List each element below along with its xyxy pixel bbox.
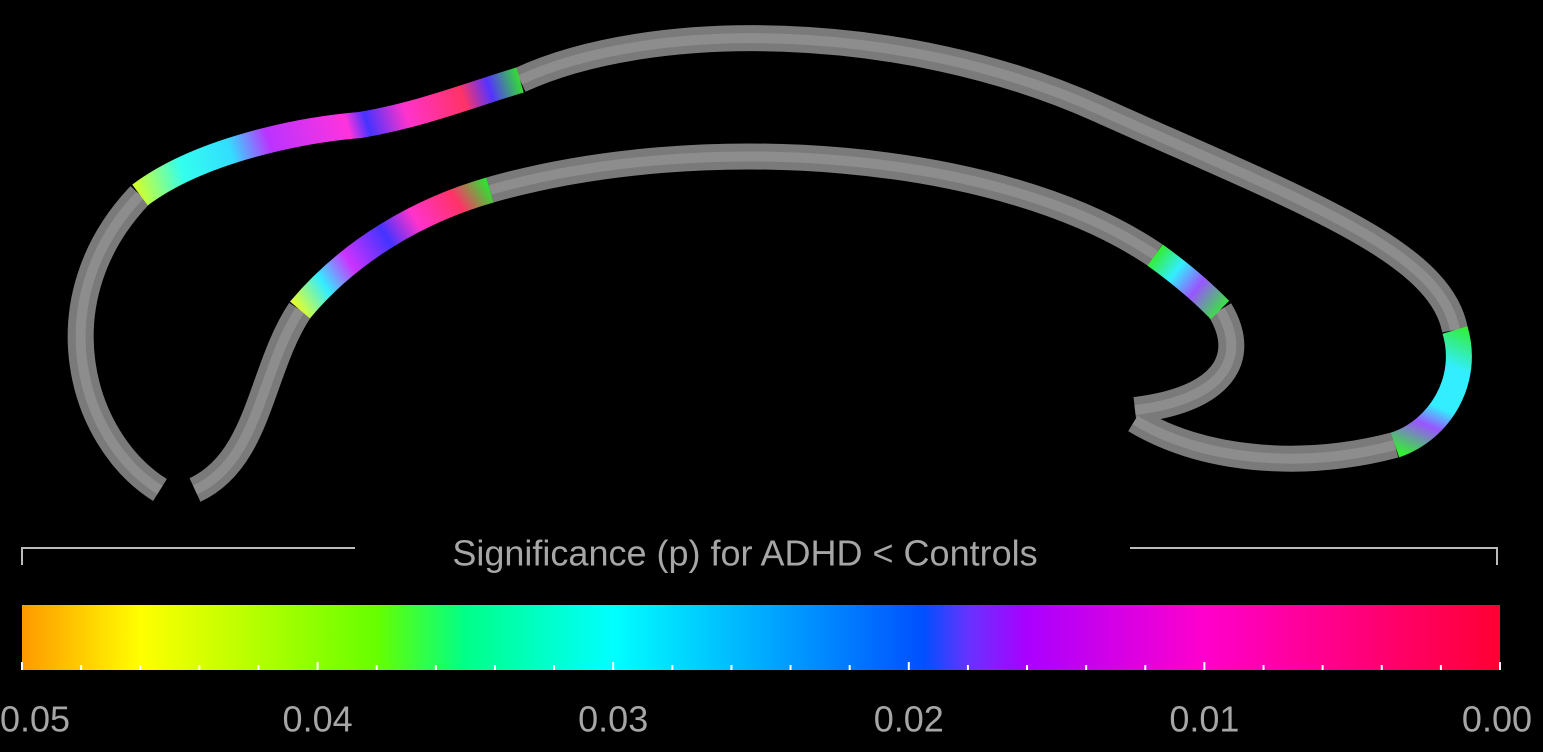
colorbar — [22, 605, 1500, 670]
x-tick-label: 0.02 — [874, 699, 944, 740]
x-tick-label: 0.04 — [283, 699, 353, 740]
x-tick-label: 0.05 — [0, 699, 70, 740]
x-tick-label: 0.01 — [1169, 699, 1239, 740]
tract-significant — [290, 177, 494, 319]
tract-significant — [132, 67, 524, 206]
tract-highlight — [75, 33, 1460, 495]
colorbar-title: Significance (p) for ADHD < Controls — [452, 533, 1037, 574]
x-tick-label: 0.03 — [578, 699, 648, 740]
title-bracket — [21, 547, 1498, 565]
tract-significant — [1147, 244, 1230, 320]
tract-significant — [1390, 326, 1472, 458]
tracts — [67, 25, 1472, 502]
x-tick-label: 0.00 — [1462, 699, 1532, 740]
